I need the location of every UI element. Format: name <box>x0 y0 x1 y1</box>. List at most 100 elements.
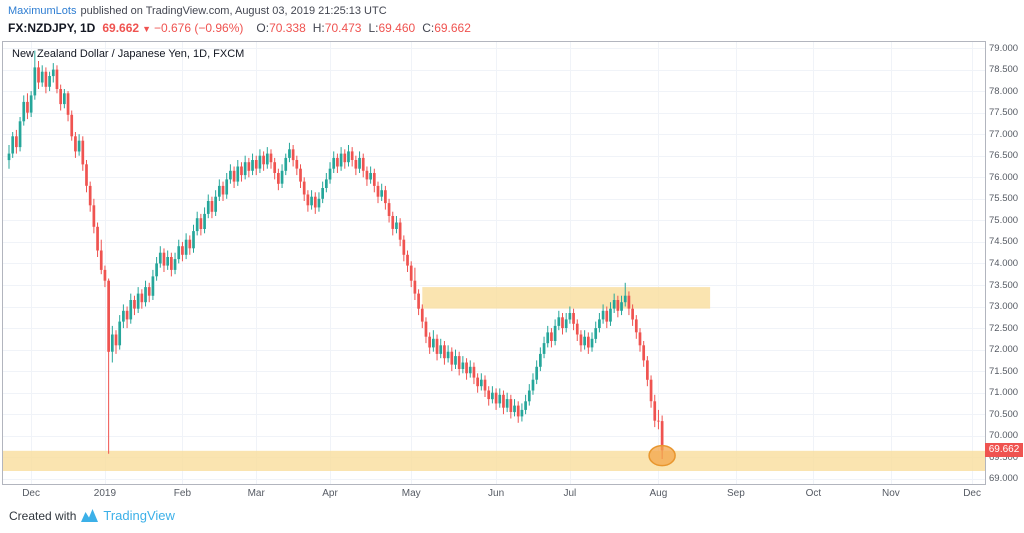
grid-layer <box>3 42 985 484</box>
candle <box>553 319 557 346</box>
candle <box>122 304 125 329</box>
candlestick-chart <box>3 42 985 484</box>
candle <box>18 117 22 152</box>
low-label: L: <box>368 21 379 35</box>
price-tick-label: 72.500 <box>989 322 1019 334</box>
candle <box>634 315 638 339</box>
time-tick-label: Aug <box>649 488 668 499</box>
candle <box>424 317 428 344</box>
candle <box>217 179 221 201</box>
tradingview-wordmark[interactable]: TradingView <box>103 508 175 523</box>
candle <box>439 338 443 359</box>
candle <box>133 295 136 316</box>
candle <box>336 153 339 173</box>
candle <box>170 252 173 277</box>
candle <box>291 145 295 167</box>
candle <box>66 91 70 122</box>
candle <box>539 347 542 372</box>
candle <box>395 216 398 234</box>
candle <box>184 233 188 260</box>
high-value: 70.473 <box>324 21 362 35</box>
candle <box>479 373 483 391</box>
price-tick-label: 70.500 <box>989 408 1019 420</box>
candle <box>516 401 520 423</box>
candle <box>642 341 646 367</box>
candle <box>583 330 586 350</box>
time-tick-label: Nov <box>881 488 900 499</box>
candle <box>631 304 634 326</box>
candle <box>450 347 454 372</box>
candle <box>85 160 88 193</box>
candle <box>26 93 29 120</box>
candle <box>59 84 63 111</box>
time-tick-label: Jul <box>563 488 577 499</box>
candle <box>103 265 107 288</box>
candle <box>221 181 225 201</box>
price-tick-label: 71.500 <box>989 365 1019 377</box>
last-price: 69.662 <box>102 21 140 35</box>
candle <box>51 63 55 83</box>
published-text: published on TradingView.com, August 03,… <box>80 5 387 17</box>
candle <box>243 155 247 180</box>
candle <box>203 207 206 234</box>
candle <box>188 235 192 255</box>
ohlc-readout: O:70.338 H:70.473 L:69.460 C:69.662 <box>249 21 471 35</box>
candle <box>96 222 99 257</box>
candle <box>70 110 74 141</box>
candle <box>155 257 158 281</box>
candle <box>225 173 229 199</box>
candle <box>609 302 612 326</box>
candle <box>391 211 395 236</box>
last-price-tag: 69.662 <box>985 443 1023 458</box>
time-tick-label: Oct <box>805 488 822 499</box>
candle <box>564 313 568 333</box>
candle <box>432 330 435 352</box>
candle <box>653 394 657 428</box>
candle <box>147 282 151 303</box>
candle <box>110 325 114 363</box>
candle <box>125 306 129 329</box>
candle <box>324 173 328 193</box>
ellipse-annotation <box>648 444 676 467</box>
candle <box>586 332 590 354</box>
candle <box>550 328 553 348</box>
candle <box>11 132 15 158</box>
symbol-label: FX:NZDJPY, 1D <box>8 21 96 35</box>
candle <box>527 384 531 406</box>
candle <box>254 155 258 176</box>
candle <box>269 149 273 169</box>
close-value: 69.662 <box>434 21 471 35</box>
candle <box>413 267 417 300</box>
candle <box>535 360 539 385</box>
candle <box>579 330 583 352</box>
candle <box>313 192 317 214</box>
candle <box>251 153 254 176</box>
time-tick-label: Apr <box>322 488 338 499</box>
candle <box>306 190 310 212</box>
candle <box>262 151 265 171</box>
candle <box>524 394 527 415</box>
time-tick-label: Sep <box>726 488 745 499</box>
candle <box>181 241 184 262</box>
candle <box>158 246 162 268</box>
candle <box>417 289 420 316</box>
candle <box>627 291 631 316</box>
candle <box>7 145 11 169</box>
time-tick-label: Jun <box>488 488 505 499</box>
candle <box>376 181 380 204</box>
candle <box>594 321 598 344</box>
zone-resistance <box>422 287 711 309</box>
candle <box>380 183 384 201</box>
candle <box>568 306 572 324</box>
candle <box>302 177 306 201</box>
candle <box>350 147 354 167</box>
low-value: 69.460 <box>378 21 416 35</box>
time-tick-label: Feb <box>173 488 192 499</box>
candle <box>229 164 232 184</box>
candle <box>372 168 376 193</box>
candle <box>199 213 203 236</box>
price-tick-label: 69.500 <box>989 451 1019 463</box>
candle <box>166 250 170 270</box>
author-link[interactable]: MaximumLots <box>8 5 77 17</box>
